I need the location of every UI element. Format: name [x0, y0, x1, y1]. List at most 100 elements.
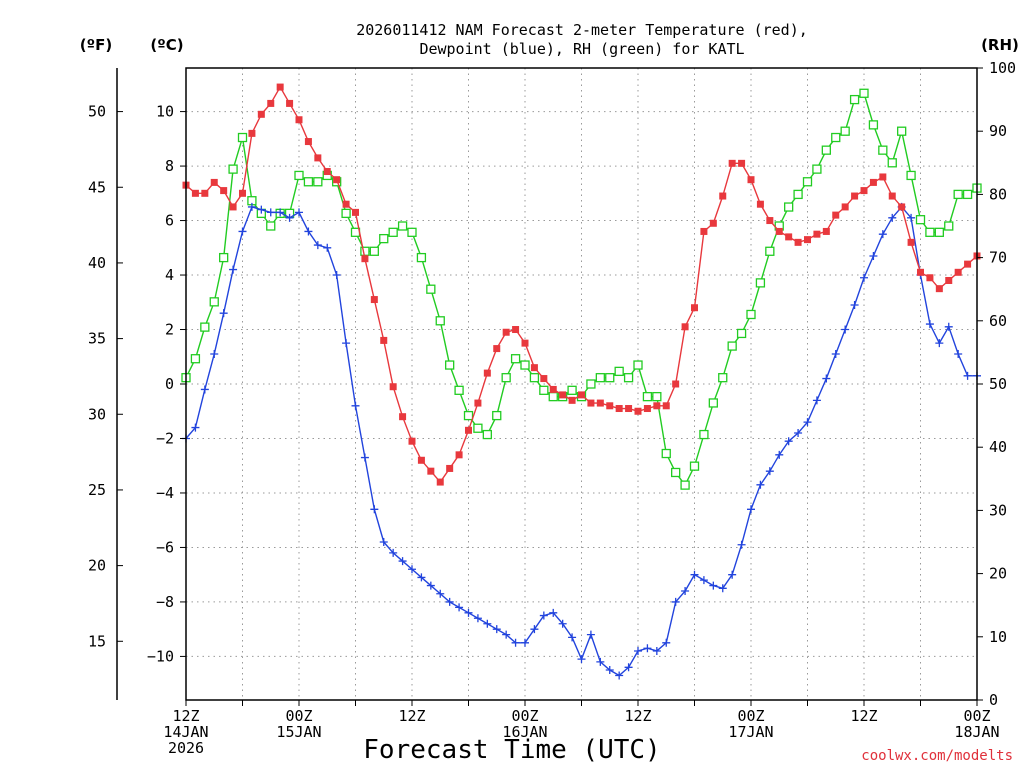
rh-point [652, 391, 662, 402]
temperature-point [785, 233, 793, 241]
dewpoint-point [756, 480, 765, 489]
dewpoint-point [568, 633, 577, 642]
rh-point [671, 467, 681, 478]
rh-point [831, 132, 841, 143]
dewpoint-point [963, 371, 972, 380]
rh-tick-label: 20 [989, 565, 1007, 583]
temperature-point [530, 364, 538, 372]
celsius-tick-label: 8 [165, 157, 174, 175]
fahrenheit-tick-label: 45 [88, 178, 106, 196]
dewpoint-point [483, 619, 492, 628]
rh-point [953, 189, 963, 200]
dewpoint-point [765, 467, 774, 476]
rh-tick-label: 70 [989, 249, 1007, 267]
rh-tick-label: 60 [989, 312, 1007, 330]
rh-point [623, 373, 634, 383]
dewpoint-point [304, 227, 313, 236]
temperature-point [286, 99, 294, 107]
temperature-point [851, 192, 859, 200]
temperature-point [794, 238, 802, 246]
axes-layer: 1086420−2−4−6−8−105045403530252015100908… [88, 59, 1016, 757]
temperature-point [634, 407, 642, 415]
rh-point [341, 208, 351, 219]
dewpoint-point [313, 241, 322, 250]
rh-point [689, 461, 700, 471]
rh-point [727, 341, 737, 351]
temperature-point [323, 168, 331, 176]
dewpoint-point [860, 273, 868, 282]
celsius-tick-label: 0 [165, 375, 174, 393]
dewpoint-point [794, 429, 803, 438]
rh-point [379, 233, 389, 244]
temperature-point [248, 129, 256, 137]
rh-point [802, 177, 813, 187]
celsius-tick-label: −4 [156, 484, 174, 502]
dewpoint-point [360, 453, 369, 462]
temperature-point [954, 268, 962, 276]
temperature-point [408, 437, 416, 445]
temperature-point [314, 154, 322, 162]
temperature-point [587, 399, 595, 407]
celsius-tick-label: −8 [156, 593, 174, 611]
rh-point [915, 215, 926, 225]
chart-title-line1: 2026011412 NAM Forecast 2-meter Temperat… [356, 21, 808, 39]
rh-point [520, 360, 530, 370]
rh-point [482, 429, 492, 440]
temperature-point [691, 304, 698, 312]
temperature-point [869, 178, 877, 186]
temperature-point [615, 405, 623, 413]
dewpoint-point [944, 322, 953, 331]
dewpoint-point [502, 630, 511, 639]
temperature-point [596, 399, 604, 407]
dewpoint-point [822, 374, 831, 383]
dewpoint-point [558, 619, 567, 628]
temperature-point [389, 383, 397, 391]
rh-point [426, 284, 436, 294]
temperature-point [662, 402, 670, 410]
dewpoint-point [577, 655, 586, 664]
temperature-point [446, 464, 454, 472]
rh-point [529, 373, 540, 383]
rh-tick-label: 100 [989, 59, 1016, 77]
dewpoint-point [398, 557, 407, 566]
rh-point [200, 322, 210, 332]
rh-point [962, 189, 973, 200]
x-tick-label: 12Z [398, 707, 425, 725]
dewpoint-point [257, 205, 266, 214]
rh-tick-label: 90 [989, 122, 1007, 140]
dewpoint-point [624, 663, 633, 672]
dewpoint-point [351, 401, 360, 410]
dewpoint-point [652, 646, 661, 655]
celsius-tick-label: −2 [156, 429, 174, 447]
temperature-point [201, 189, 209, 197]
temperature-point [935, 285, 943, 293]
dewpoint-point [596, 657, 605, 666]
temperature-point [606, 402, 614, 410]
dewpoint-point [426, 581, 435, 590]
temperature-point [738, 159, 746, 167]
temperature-point [239, 189, 246, 197]
dewpoint-point [492, 625, 501, 634]
temperature-point [512, 326, 520, 334]
temperature-point [465, 426, 472, 434]
temperature-point [436, 478, 444, 486]
dewpoint-point [831, 350, 840, 359]
x-tick-label: 16JAN [502, 723, 547, 741]
rh-point [614, 366, 624, 377]
dewpoint-point [200, 385, 209, 394]
rh-tick-label: 10 [989, 628, 1007, 646]
rh-point [746, 309, 756, 320]
rh-point [595, 373, 605, 383]
dewpoint-point [436, 589, 445, 598]
dewpoint-point [389, 548, 398, 557]
dewpoint-point [954, 350, 963, 359]
dewpoint-point [643, 644, 652, 653]
celsius-tick-label: 4 [165, 266, 174, 284]
dewpoint-point [266, 208, 275, 217]
temperature-point [681, 323, 689, 331]
dewpoint-point [841, 325, 850, 334]
dewpoint-point [634, 646, 642, 655]
dewpoint-point [812, 396, 821, 405]
x-tick-label: 17JAN [728, 723, 773, 741]
temperature-point [747, 176, 755, 184]
